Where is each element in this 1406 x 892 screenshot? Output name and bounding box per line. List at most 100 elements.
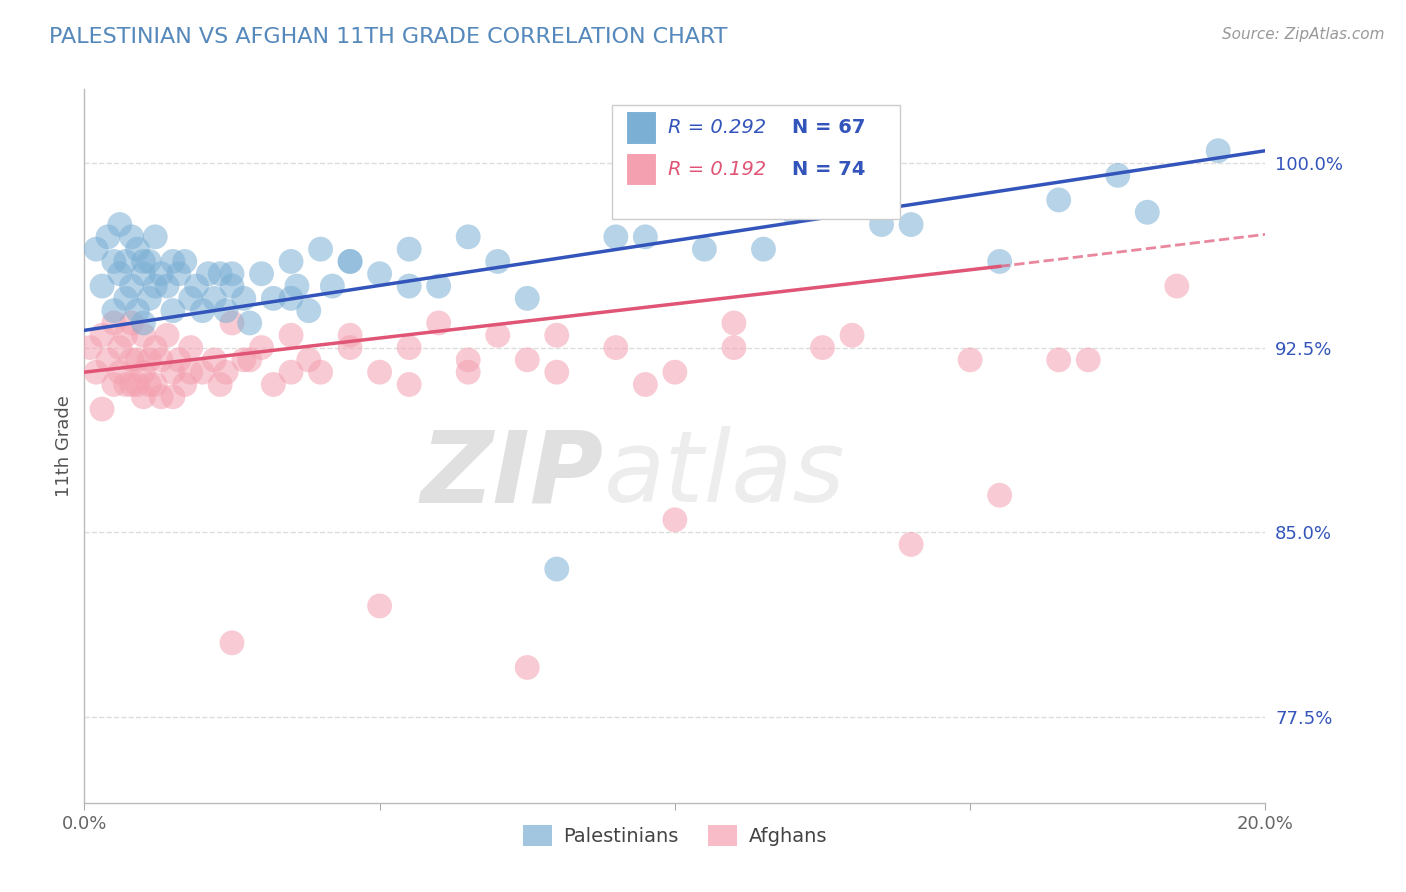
Point xyxy=(398,341,420,355)
Point xyxy=(1136,205,1159,219)
Point xyxy=(138,352,160,367)
Point xyxy=(162,303,184,318)
Point xyxy=(215,303,238,318)
Point xyxy=(752,242,775,256)
Point xyxy=(180,365,202,379)
Point xyxy=(841,328,863,343)
Point xyxy=(398,242,420,256)
Point xyxy=(1077,352,1099,367)
Point xyxy=(232,291,254,305)
Point xyxy=(457,352,479,367)
Point xyxy=(150,267,173,281)
Point xyxy=(280,328,302,343)
Text: Source: ZipAtlas.com: Source: ZipAtlas.com xyxy=(1222,27,1385,42)
Point xyxy=(167,267,190,281)
Point xyxy=(811,341,834,355)
Point xyxy=(250,267,273,281)
Point xyxy=(103,377,125,392)
Point xyxy=(108,267,131,281)
Point xyxy=(143,230,166,244)
Text: R = 0.192: R = 0.192 xyxy=(668,160,766,179)
Point xyxy=(339,254,361,268)
Point xyxy=(546,365,568,379)
Point xyxy=(197,267,219,281)
Point xyxy=(900,218,922,232)
Point xyxy=(127,303,149,318)
Text: R = 0.292: R = 0.292 xyxy=(668,118,766,137)
Point xyxy=(97,352,120,367)
Point xyxy=(239,316,262,330)
Point xyxy=(221,636,243,650)
Point xyxy=(427,316,450,330)
Point xyxy=(546,328,568,343)
Point xyxy=(664,513,686,527)
Point xyxy=(91,279,114,293)
Point xyxy=(132,390,155,404)
Point xyxy=(368,365,391,379)
Legend: Palestinians, Afghans: Palestinians, Afghans xyxy=(515,817,835,854)
Point xyxy=(368,267,391,281)
Point xyxy=(127,242,149,256)
Point xyxy=(309,242,332,256)
Point xyxy=(221,279,243,293)
Point xyxy=(138,254,160,268)
Point xyxy=(215,365,238,379)
Point xyxy=(202,291,225,305)
Point xyxy=(127,352,149,367)
Point xyxy=(988,254,1011,268)
Point xyxy=(457,230,479,244)
Point xyxy=(870,218,893,232)
Point xyxy=(209,267,232,281)
Point xyxy=(132,254,155,268)
Point xyxy=(1047,193,1070,207)
Point xyxy=(103,316,125,330)
Point xyxy=(150,390,173,404)
Point xyxy=(339,341,361,355)
Point xyxy=(180,341,202,355)
Point xyxy=(191,365,214,379)
Point xyxy=(959,352,981,367)
Point xyxy=(1047,352,1070,367)
Point xyxy=(221,267,243,281)
Point xyxy=(91,328,114,343)
Point xyxy=(121,316,143,330)
Text: N = 74: N = 74 xyxy=(792,160,865,179)
Point xyxy=(262,291,284,305)
Point xyxy=(121,352,143,367)
Point xyxy=(143,279,166,293)
Text: ZIP: ZIP xyxy=(420,426,605,523)
Point xyxy=(605,230,627,244)
Point xyxy=(516,660,538,674)
Point xyxy=(103,254,125,268)
Point xyxy=(138,291,160,305)
Point xyxy=(309,365,332,379)
Point xyxy=(723,341,745,355)
Point xyxy=(262,377,284,392)
Point xyxy=(1107,169,1129,183)
Point xyxy=(368,599,391,613)
Point xyxy=(339,328,361,343)
Point xyxy=(114,254,136,268)
Point xyxy=(280,254,302,268)
Point xyxy=(108,341,131,355)
Point xyxy=(132,267,155,281)
Point xyxy=(900,537,922,551)
Point xyxy=(143,341,166,355)
Point xyxy=(398,377,420,392)
Point xyxy=(156,328,179,343)
Point xyxy=(285,279,308,293)
Point xyxy=(339,254,361,268)
Point xyxy=(457,365,479,379)
Point xyxy=(138,377,160,392)
Point xyxy=(209,377,232,392)
Point xyxy=(167,352,190,367)
Point xyxy=(108,365,131,379)
Point xyxy=(132,328,155,343)
Text: atlas: atlas xyxy=(605,426,845,523)
Point xyxy=(180,291,202,305)
Point xyxy=(634,230,657,244)
Point xyxy=(173,377,195,392)
Point xyxy=(108,218,131,232)
Point xyxy=(156,279,179,293)
Point xyxy=(280,291,302,305)
